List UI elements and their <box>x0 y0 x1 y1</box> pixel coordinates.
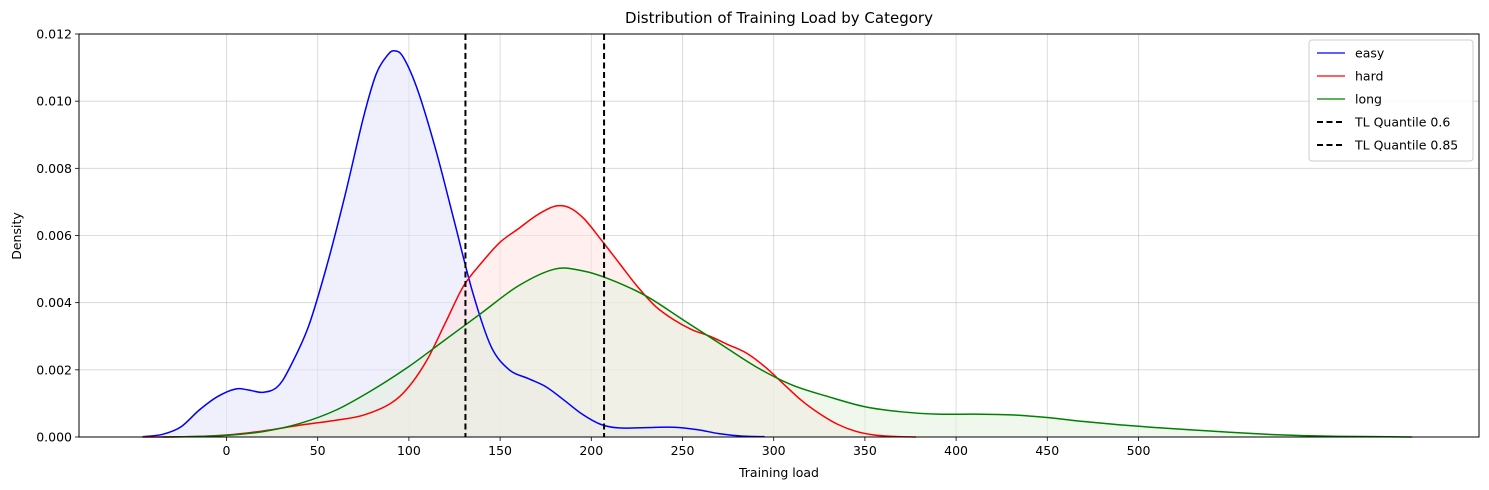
x-tick-label: 300 <box>762 443 786 458</box>
legend-label: hard <box>1355 69 1383 84</box>
density-fill-easy <box>142 50 765 438</box>
density-lines <box>142 50 1413 438</box>
y-tick-label: 0.006 <box>36 228 72 243</box>
density-line-easy <box>142 50 765 438</box>
chart-title: Distribution of Training Load by Categor… <box>625 9 933 27</box>
legend-label: TL Quantile 0.85 <box>1354 138 1458 153</box>
y-tick-label: 0.008 <box>36 161 72 176</box>
legend-label: TL Quantile 0.6 <box>1354 115 1450 130</box>
x-tick-label: 50 <box>310 443 326 458</box>
quantile-lines <box>464 34 606 437</box>
x-tick-label: 100 <box>397 443 421 458</box>
density-areas <box>142 50 1413 438</box>
legend: easy hard long TL Quantile 0.6 TL Quantile 0… <box>1308 39 1474 162</box>
x-tick-label: 500 <box>1127 443 1151 458</box>
density-fill-long <box>162 268 1413 437</box>
x-tick-label: 400 <box>944 443 968 458</box>
y-tick-label: 0.010 <box>36 94 72 109</box>
x-tick-label: 250 <box>671 443 695 458</box>
y-tick-label: 0.004 <box>36 295 72 310</box>
density-line-hard <box>142 204 916 438</box>
x-axis-ticks: 0 50 100 150 200 250 300 350 400 450 500 <box>223 437 1151 458</box>
x-tick-label: 150 <box>488 443 512 458</box>
legend-label: long <box>1355 92 1382 107</box>
y-tick-label: 0.002 <box>36 362 72 377</box>
x-axis-title: Training load <box>738 465 819 480</box>
legend-box <box>1308 39 1474 162</box>
y-axis-ticks: 0.000 0.002 0.004 0.006 0.008 0.010 0.012 <box>36 27 79 445</box>
legend-label: easy <box>1355 46 1385 61</box>
x-tick-label: 200 <box>579 443 603 458</box>
x-tick-label: 0 <box>223 443 231 458</box>
density-line-long <box>162 267 1413 438</box>
y-tick-label: 0.000 <box>36 430 72 445</box>
x-tick-label: 450 <box>1035 443 1059 458</box>
y-axis-title: Density <box>9 212 24 260</box>
x-tick-label: 350 <box>853 443 877 458</box>
y-tick-label: 0.012 <box>36 27 72 42</box>
